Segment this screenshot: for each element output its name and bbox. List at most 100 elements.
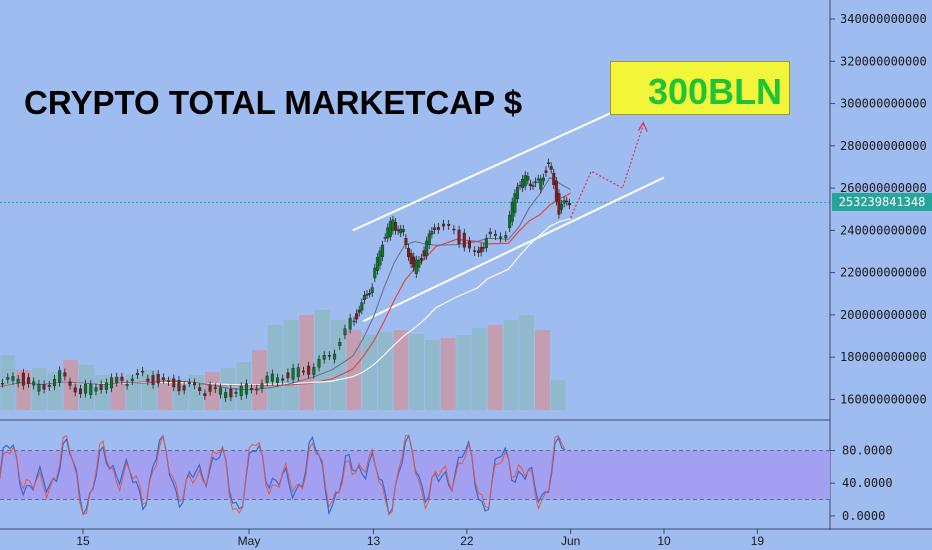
candle-body (383, 237, 387, 239)
volume-bar (189, 375, 204, 410)
candle-body (467, 240, 471, 249)
candle-body (250, 388, 254, 390)
candle-body (187, 382, 191, 384)
candle-body (317, 359, 321, 368)
time-tick-label: 22 (460, 534, 474, 548)
candle-body (396, 229, 400, 232)
candle-body (172, 378, 176, 388)
volume-bar (236, 362, 252, 410)
candle-body (401, 229, 405, 233)
price-tick-label: 220000000000 (840, 266, 927, 280)
price-tick-label: 280000000000 (840, 139, 927, 153)
candle-body (523, 175, 527, 187)
volume-bar (503, 320, 519, 410)
candle-body (151, 375, 155, 385)
candle-body (224, 392, 228, 399)
volume-bar (472, 328, 487, 410)
candle-body (218, 387, 222, 395)
ma-gray (0, 176, 571, 391)
candle-body (73, 387, 77, 393)
candle-body (462, 232, 466, 248)
candle-body (399, 228, 403, 234)
candle-body (352, 320, 356, 323)
candle-body (409, 253, 413, 264)
volume-bar (157, 378, 173, 410)
candle-body (544, 170, 548, 173)
stoch-tick-label: 80.0000 (842, 443, 893, 457)
candle-body (265, 375, 269, 383)
candle-body (355, 313, 359, 320)
candle-body (436, 227, 440, 230)
candle-body (547, 162, 551, 164)
candle-body (432, 227, 436, 230)
price-axis-area (830, 0, 932, 550)
chart-title: CRYPTO TOTAL MARKETCAP $ (24, 84, 523, 121)
time-tick-label: 13 (367, 534, 381, 548)
candle-body (362, 294, 366, 300)
candle-body (412, 256, 416, 268)
candle-body (255, 388, 259, 391)
candle-body (479, 247, 483, 253)
candle-body (84, 383, 88, 394)
channel-upper (352, 106, 623, 232)
candle-body (296, 367, 300, 378)
time-tick-label: 19 (751, 534, 765, 548)
candle-body (391, 219, 395, 231)
candle-body (27, 377, 31, 384)
target-box (610, 61, 790, 115)
candle-body (21, 372, 25, 386)
candle-body (208, 385, 212, 392)
candle-body (404, 238, 408, 245)
candle-body (360, 302, 364, 311)
volume-bar (362, 335, 377, 410)
candle-body (513, 193, 517, 213)
candle-body (32, 381, 36, 386)
candle-body (348, 317, 352, 330)
candle-body (422, 250, 426, 257)
target-label: 300BLN (648, 71, 783, 112)
candle-body (493, 233, 497, 236)
candle-body (552, 172, 556, 186)
candle-body (6, 377, 10, 380)
ma-white (0, 218, 571, 388)
projection-arrowhead (637, 121, 648, 132)
candle-body (565, 200, 569, 203)
candle-body (394, 222, 398, 231)
volume-bar (440, 338, 456, 410)
candle-body (234, 392, 238, 394)
volume-bar (519, 315, 535, 410)
candle-body (42, 384, 46, 390)
volume-bar (487, 325, 503, 410)
candle-body (130, 378, 134, 381)
candle-body (499, 236, 503, 239)
candle-body (508, 214, 512, 229)
candle-body (343, 328, 347, 336)
volume-bar (283, 320, 299, 410)
price-tick-label: 260000000000 (840, 181, 927, 195)
candle-body (457, 229, 461, 244)
candle-body (482, 247, 486, 249)
price-tick-label: 240000000000 (840, 223, 927, 237)
candle-body (521, 179, 525, 188)
candle-body (244, 383, 248, 395)
volume-bar (94, 375, 110, 410)
volume-bar (204, 372, 220, 410)
stoch-tick-label: 40.0000 (842, 476, 893, 490)
candle-body (182, 385, 186, 391)
candle-body (47, 385, 51, 387)
candle-body (104, 382, 108, 390)
candle-body (425, 240, 429, 256)
candle-body (94, 387, 98, 392)
candle-body (333, 353, 337, 360)
stoch-tick-label: 0.0000 (842, 509, 885, 523)
candle-body (484, 238, 488, 248)
candle-body (291, 367, 295, 380)
price-tick-label: 160000000000 (840, 392, 927, 406)
candle-body (518, 184, 522, 187)
candle-body (370, 287, 374, 293)
candle-body (534, 181, 538, 183)
candle-body (528, 183, 532, 187)
candle-body (504, 235, 508, 238)
candle-body (16, 378, 20, 384)
